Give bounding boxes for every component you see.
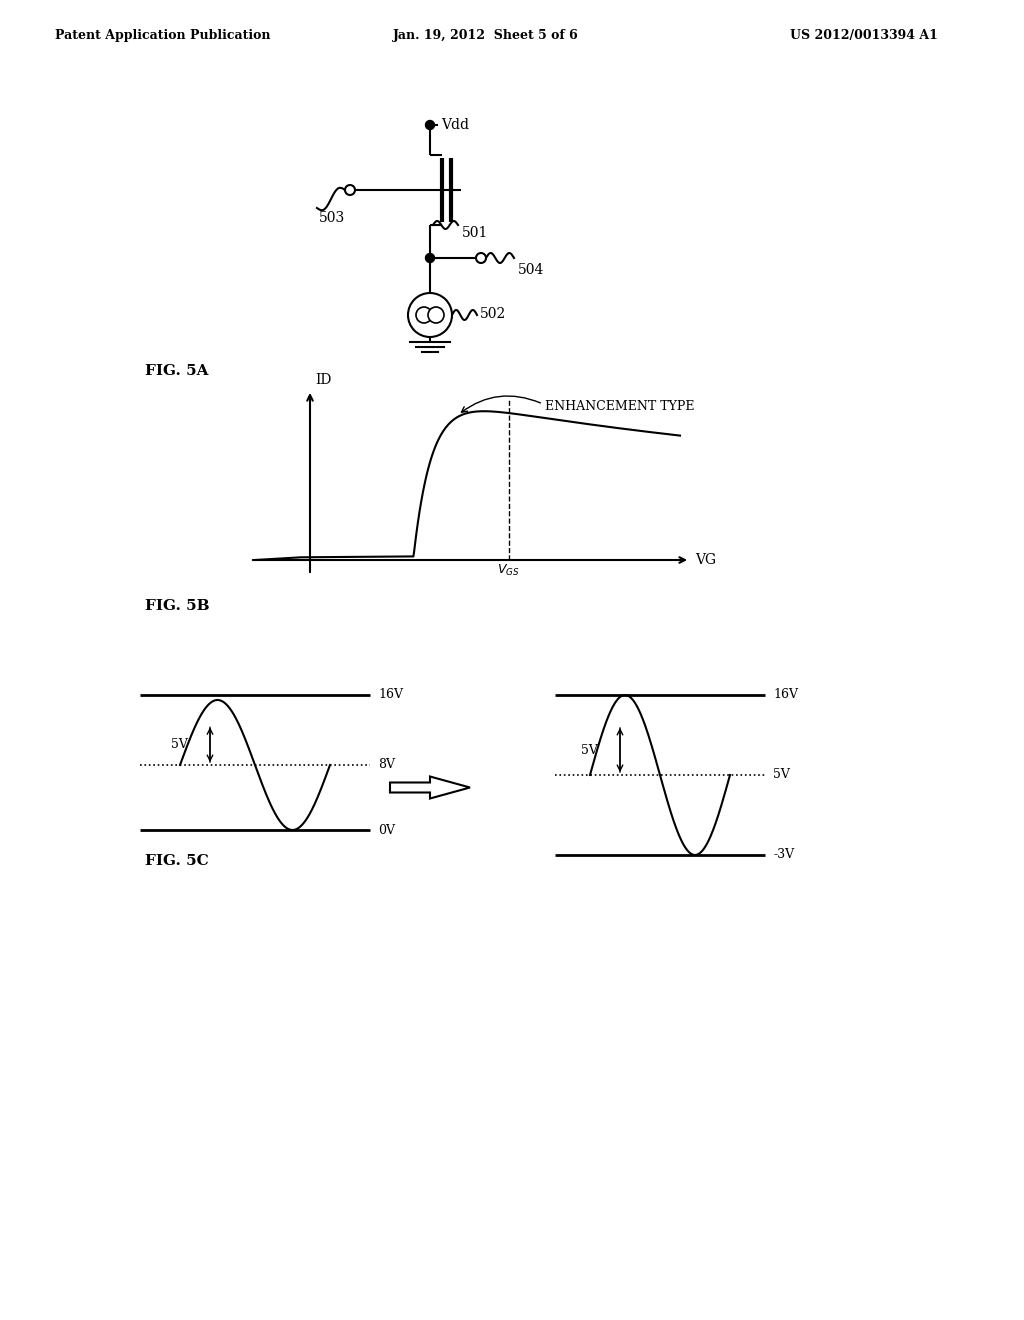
Text: 16V: 16V: [378, 689, 403, 701]
Text: 5V: 5V: [171, 738, 188, 751]
Text: FIG. 5C: FIG. 5C: [145, 854, 209, 869]
Text: 504: 504: [518, 263, 545, 277]
Text: FIG. 5A: FIG. 5A: [145, 364, 209, 378]
Text: FIG. 5B: FIG. 5B: [145, 599, 210, 612]
Text: 502: 502: [480, 308, 506, 321]
Text: ENHANCEMENT TYPE: ENHANCEMENT TYPE: [545, 400, 694, 413]
Text: US 2012/0013394 A1: US 2012/0013394 A1: [790, 29, 938, 41]
Circle shape: [416, 308, 432, 323]
Text: 16V: 16V: [773, 689, 798, 701]
Circle shape: [426, 253, 434, 263]
Text: 501: 501: [462, 226, 488, 240]
Text: Vdd: Vdd: [441, 117, 469, 132]
Text: Patent Application Publication: Patent Application Publication: [55, 29, 270, 41]
Text: 5V: 5V: [582, 743, 598, 756]
Circle shape: [345, 185, 355, 195]
Text: $V_{GS}$: $V_{GS}$: [498, 564, 520, 578]
Text: 0V: 0V: [378, 824, 395, 837]
Text: Jan. 19, 2012  Sheet 5 of 6: Jan. 19, 2012 Sheet 5 of 6: [393, 29, 579, 41]
Text: ID: ID: [315, 374, 332, 387]
Text: 8V: 8V: [378, 759, 395, 771]
Text: VG: VG: [695, 553, 716, 568]
Circle shape: [428, 308, 444, 323]
Circle shape: [408, 293, 452, 337]
Text: 5V: 5V: [773, 768, 790, 781]
Text: -3V: -3V: [773, 849, 795, 862]
Circle shape: [426, 120, 434, 129]
Circle shape: [476, 253, 486, 263]
Text: 503: 503: [318, 211, 345, 224]
